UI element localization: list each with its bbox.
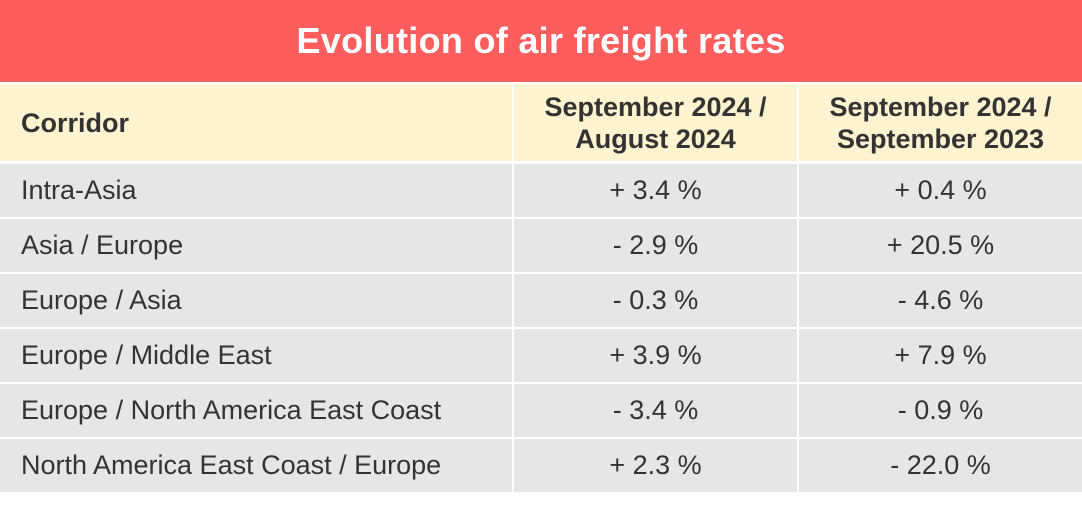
year-over-year-cell: - 0.9 % bbox=[799, 384, 1082, 437]
corridor-cell: Europe / North America East Coast bbox=[0, 384, 512, 437]
header-month-over-month-line2: August 2024 bbox=[575, 123, 736, 154]
header-month-over-month: September 2024 / August 2024 bbox=[514, 84, 797, 161]
month-over-month-cell: + 2.3 % bbox=[514, 439, 797, 492]
header-year-over-year-line2: September 2023 bbox=[836, 123, 1045, 154]
header-month-over-month-line1: September 2024 / bbox=[544, 91, 767, 122]
year-over-year-cell: + 7.9 % bbox=[799, 329, 1082, 382]
year-over-year-cell: - 4.6 % bbox=[799, 274, 1082, 327]
freight-rates-table: Evolution of air freight rates Corridor … bbox=[0, 0, 1082, 494]
year-over-year-cell: - 22.0 % bbox=[799, 439, 1082, 492]
header-year-over-year: September 2024 / September 2023 bbox=[799, 84, 1082, 161]
month-over-month-cell: - 2.9 % bbox=[514, 219, 797, 272]
table-header-row: Corridor September 2024 / August 2024 Se… bbox=[0, 84, 1082, 161]
table-title: Evolution of air freight rates bbox=[0, 0, 1082, 82]
month-over-month-cell: + 3.4 % bbox=[514, 164, 797, 217]
month-over-month-cell: + 3.9 % bbox=[514, 329, 797, 382]
corridor-cell: Asia / Europe bbox=[0, 219, 512, 272]
header-year-over-year-line1: September 2024 / bbox=[829, 91, 1052, 122]
month-over-month-cell: - 0.3 % bbox=[514, 274, 797, 327]
year-over-year-cell: + 0.4 % bbox=[799, 164, 1082, 217]
corridor-cell: North America East Coast / Europe bbox=[0, 439, 512, 492]
corridor-cell: Europe / Middle East bbox=[0, 329, 512, 382]
corridor-cell: Intra-Asia bbox=[0, 164, 512, 217]
year-over-year-cell: + 20.5 % bbox=[799, 219, 1082, 272]
corridor-cell: Europe / Asia bbox=[0, 274, 512, 327]
header-corridor: Corridor bbox=[0, 84, 512, 161]
month-over-month-cell: - 3.4 % bbox=[514, 384, 797, 437]
